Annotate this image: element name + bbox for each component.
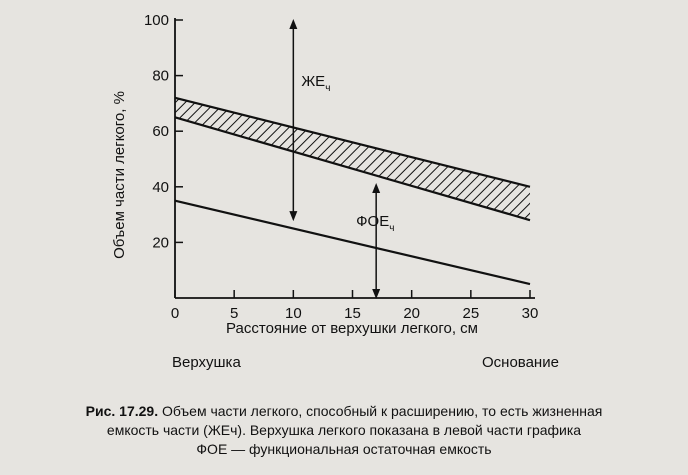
vc-label: ЖЕч [301,73,330,94]
y-tick-label: 20 [152,234,169,251]
vc-band-hatch [175,97,530,221]
chart: 0 5 10 15 20 25 30 20 40 60 80 100 ЖЕч ФОЕч Расстоян… [111,12,559,371]
frc-label: ФОЕч [356,213,394,234]
y-tick-label: 60 [152,123,169,140]
y-axis-label: Объем части легкого, % [111,91,128,259]
y-tick-label: 80 [152,68,169,85]
series-group [174,96,531,286]
x-tick-label: 30 [522,305,539,322]
x-tick-label: 10 [285,305,302,322]
x-tick-label: 20 [403,305,420,322]
upper-line [174,96,531,188]
frc-line [174,199,531,286]
frc-subscript: ч [389,223,394,234]
x-axis-label: Расстояние от верхушки легкого, см [226,320,478,337]
annotations: ЖЕч ФОЕч [289,19,394,299]
base-label: Основание [482,354,559,371]
axes [174,18,535,299]
apex-label: Верхушка [172,354,241,371]
caption-line-1: Рис. 17.29. Объем части легкого, способн… [0,402,688,421]
figure-number: Рис. 17.29. [85,403,159,419]
middle-line [174,116,531,222]
ticks: 0 5 10 15 20 25 30 20 40 60 80 100 [144,12,538,322]
caption-line-2: емкость части (ЖЕч). Верхушка легкого по… [106,422,582,438]
vc-subscript: ч [325,83,330,94]
x-tick-label: 0 [171,305,179,322]
figure-caption: Рис. 17.29. Объем части легкого, способн… [0,402,688,459]
y-tick-label: 40 [152,179,169,196]
x-tick-label: 25 [462,305,479,322]
x-tick-label: 5 [230,305,238,322]
caption-line-3: ФОЕ — функциональная остаточная емкость [196,441,492,457]
caption-text-1: Объем части легкого, способный к расшире… [158,403,603,419]
x-tick-label: 15 [344,305,361,322]
y-tick-label: 100 [144,12,169,29]
